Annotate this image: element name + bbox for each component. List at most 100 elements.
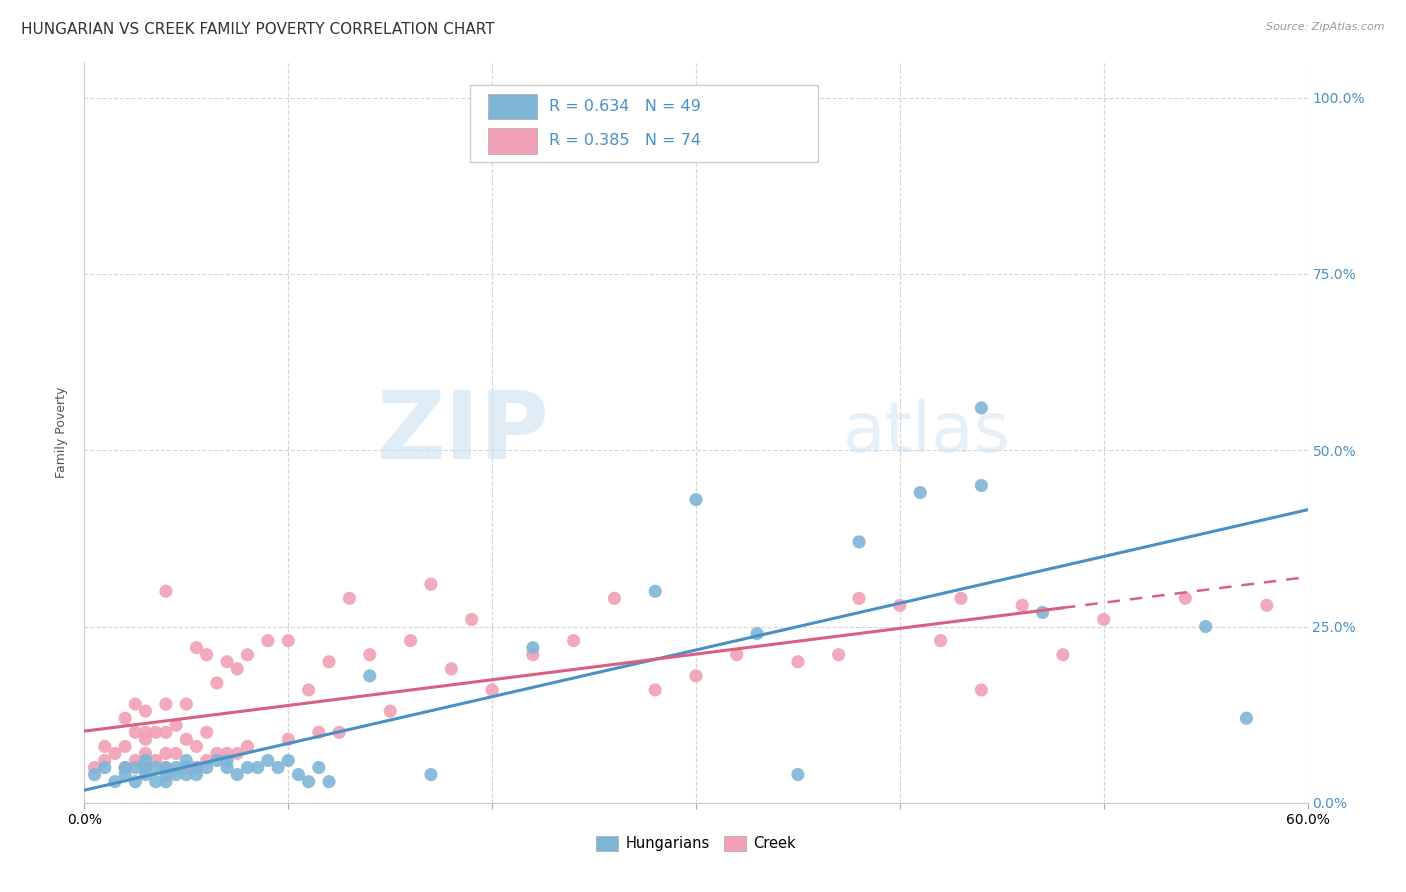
Point: [226, 767, 249, 781]
Point: [195, 725, 218, 739]
Point: [1011, 599, 1033, 613]
Point: [104, 774, 127, 789]
Point: [970, 478, 993, 492]
Point: [1174, 591, 1197, 606]
Point: [481, 683, 503, 698]
Point: [1236, 711, 1258, 725]
Point: [359, 648, 381, 662]
Point: [308, 760, 330, 774]
Point: [186, 640, 208, 655]
Legend: Hungarians, Creek: Hungarians, Creek: [589, 829, 803, 858]
FancyBboxPatch shape: [470, 85, 818, 162]
Point: [124, 760, 146, 774]
Point: [174, 754, 197, 768]
Point: [644, 584, 666, 599]
Point: [1195, 619, 1218, 633]
Point: [155, 747, 177, 761]
Text: R = 0.634   N = 49: R = 0.634 N = 49: [550, 99, 702, 114]
Point: [145, 725, 167, 739]
Point: [226, 747, 249, 761]
Point: [246, 760, 269, 774]
Point: [217, 747, 239, 761]
Point: [298, 683, 321, 698]
Point: [889, 599, 911, 613]
Point: [135, 725, 157, 739]
Point: [145, 760, 167, 774]
Point: [828, 648, 851, 662]
Point: [135, 732, 157, 747]
Point: [104, 747, 127, 761]
Text: ZIP: ZIP: [377, 386, 550, 479]
Point: [267, 760, 290, 774]
Point: [155, 760, 177, 774]
Point: [440, 662, 463, 676]
Point: [287, 767, 309, 781]
Point: [277, 732, 299, 747]
Point: [929, 633, 952, 648]
Point: [205, 754, 228, 768]
Point: [205, 747, 228, 761]
Point: [848, 535, 870, 549]
Point: [186, 767, 208, 781]
Point: [174, 697, 197, 711]
Text: Source: ZipAtlas.com: Source: ZipAtlas.com: [1267, 22, 1385, 32]
Point: [114, 739, 136, 754]
Point: [155, 767, 177, 781]
Point: [277, 633, 299, 648]
Point: [685, 669, 707, 683]
Point: [787, 655, 810, 669]
Point: [165, 767, 187, 781]
Point: [522, 648, 544, 662]
Point: [93, 754, 115, 768]
Point: [603, 591, 626, 606]
Point: [165, 760, 187, 774]
Point: [910, 485, 932, 500]
Point: [124, 754, 146, 768]
Point: [399, 633, 422, 648]
Point: [155, 697, 177, 711]
Point: [114, 711, 136, 725]
Point: [135, 760, 157, 774]
Point: [1092, 612, 1115, 626]
Point: [165, 718, 187, 732]
Point: [135, 704, 157, 718]
Point: [1032, 606, 1054, 620]
Point: [93, 760, 115, 774]
Text: HUNGARIAN VS CREEK FAMILY POVERTY CORRELATION CHART: HUNGARIAN VS CREEK FAMILY POVERTY CORREL…: [21, 22, 495, 37]
Point: [685, 492, 707, 507]
Point: [420, 577, 443, 591]
Point: [217, 754, 239, 768]
Point: [155, 760, 177, 774]
Point: [186, 760, 208, 774]
Point: [236, 760, 259, 774]
Point: [83, 760, 105, 774]
Point: [145, 774, 167, 789]
Point: [114, 760, 136, 774]
Point: [205, 676, 228, 690]
Point: [174, 767, 197, 781]
Point: [328, 725, 350, 739]
Point: [318, 655, 340, 669]
Point: [298, 774, 321, 789]
Point: [644, 683, 666, 698]
Point: [848, 591, 870, 606]
Point: [257, 633, 280, 648]
Point: [145, 754, 167, 768]
Point: [135, 747, 157, 761]
Point: [217, 655, 239, 669]
Point: [135, 767, 157, 781]
Point: [339, 591, 361, 606]
Point: [186, 760, 208, 774]
Point: [950, 591, 973, 606]
Point: [226, 662, 249, 676]
Point: [155, 584, 177, 599]
Point: [114, 760, 136, 774]
Point: [359, 669, 381, 683]
Point: [155, 725, 177, 739]
Point: [522, 640, 544, 655]
Point: [186, 739, 208, 754]
Point: [420, 767, 443, 781]
Point: [562, 633, 585, 648]
Point: [277, 754, 299, 768]
Point: [174, 760, 197, 774]
